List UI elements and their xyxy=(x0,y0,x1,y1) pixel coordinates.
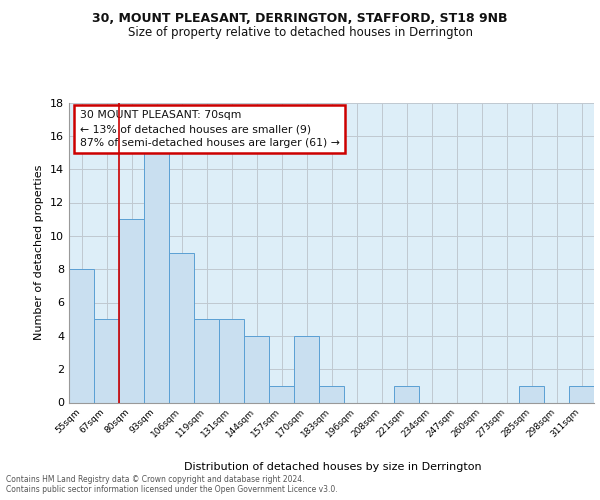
Bar xyxy=(394,386,419,402)
Bar xyxy=(269,386,294,402)
Text: Distribution of detached houses by size in Derrington: Distribution of detached houses by size … xyxy=(184,462,482,472)
Bar xyxy=(94,319,119,402)
Bar xyxy=(569,386,594,402)
Bar xyxy=(69,269,94,402)
Bar xyxy=(144,152,169,402)
Text: 30 MOUNT PLEASANT: 70sqm
← 13% of detached houses are smaller (9)
87% of semi-de: 30 MOUNT PLEASANT: 70sqm ← 13% of detach… xyxy=(79,110,340,148)
Bar xyxy=(219,319,244,402)
Bar xyxy=(119,219,144,402)
Bar xyxy=(169,252,194,402)
Text: Size of property relative to detached houses in Derrington: Size of property relative to detached ho… xyxy=(128,26,473,39)
Bar xyxy=(294,336,319,402)
Bar xyxy=(319,386,344,402)
Bar xyxy=(194,319,219,402)
Y-axis label: Number of detached properties: Number of detached properties xyxy=(34,165,44,340)
Text: Contains HM Land Registry data © Crown copyright and database right 2024.
Contai: Contains HM Land Registry data © Crown c… xyxy=(6,474,338,494)
Bar xyxy=(519,386,544,402)
Bar xyxy=(244,336,269,402)
Text: 30, MOUNT PLEASANT, DERRINGTON, STAFFORD, ST18 9NB: 30, MOUNT PLEASANT, DERRINGTON, STAFFORD… xyxy=(92,12,508,26)
